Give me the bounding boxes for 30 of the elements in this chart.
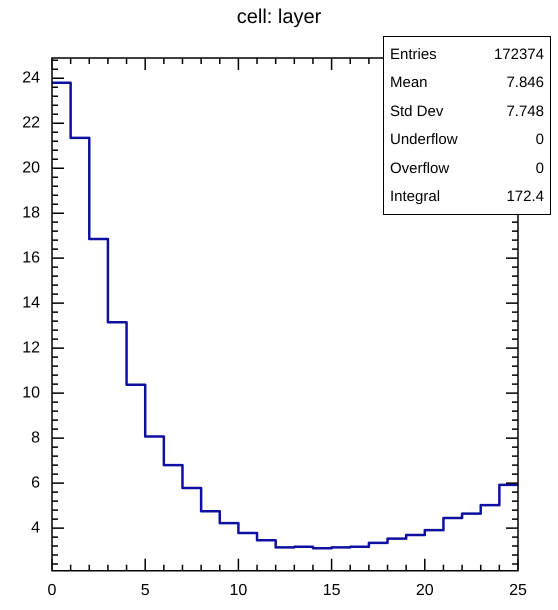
x-tick-label: 25	[509, 582, 527, 599]
text: 0	[536, 160, 544, 177]
y-tick-label: 18	[22, 204, 40, 222]
x-tick-label: 20	[416, 582, 434, 599]
annotation: Underflow	[390, 131, 458, 148]
x-tick-label: 5	[140, 582, 150, 599]
y-tick-label: 14	[22, 294, 40, 312]
y-tick-label: 8	[31, 430, 40, 447]
y-tick-label: 20	[22, 160, 40, 177]
y-tick-label: 12	[22, 340, 40, 357]
x-tick-label: 0	[48, 582, 57, 599]
annotation: Integral	[390, 188, 440, 206]
annotation: Entries	[390, 46, 437, 63]
y-tick-label: 22	[22, 114, 40, 132]
y-tick-label: 16	[22, 250, 40, 267]
x-tick-label: 15	[322, 582, 341, 599]
y-tick-label: 10	[22, 384, 40, 402]
y-tick-label: 6	[31, 474, 40, 492]
annotation: 172.4	[506, 188, 544, 206]
chart-title: cell: layer	[236, 6, 322, 29]
annotation: Overflow	[390, 160, 450, 177]
annotation: Mean	[390, 74, 428, 92]
x-tick-label: 10	[230, 582, 248, 599]
text: 0	[536, 131, 544, 148]
annotation: Std Dev	[390, 102, 444, 120]
annotation: 7.748	[506, 102, 544, 120]
y-tick-label: 4	[31, 519, 40, 536]
y-tick-label: 24	[22, 70, 40, 87]
annotation: 172374	[494, 46, 544, 63]
annotation: 7.846	[506, 74, 544, 92]
